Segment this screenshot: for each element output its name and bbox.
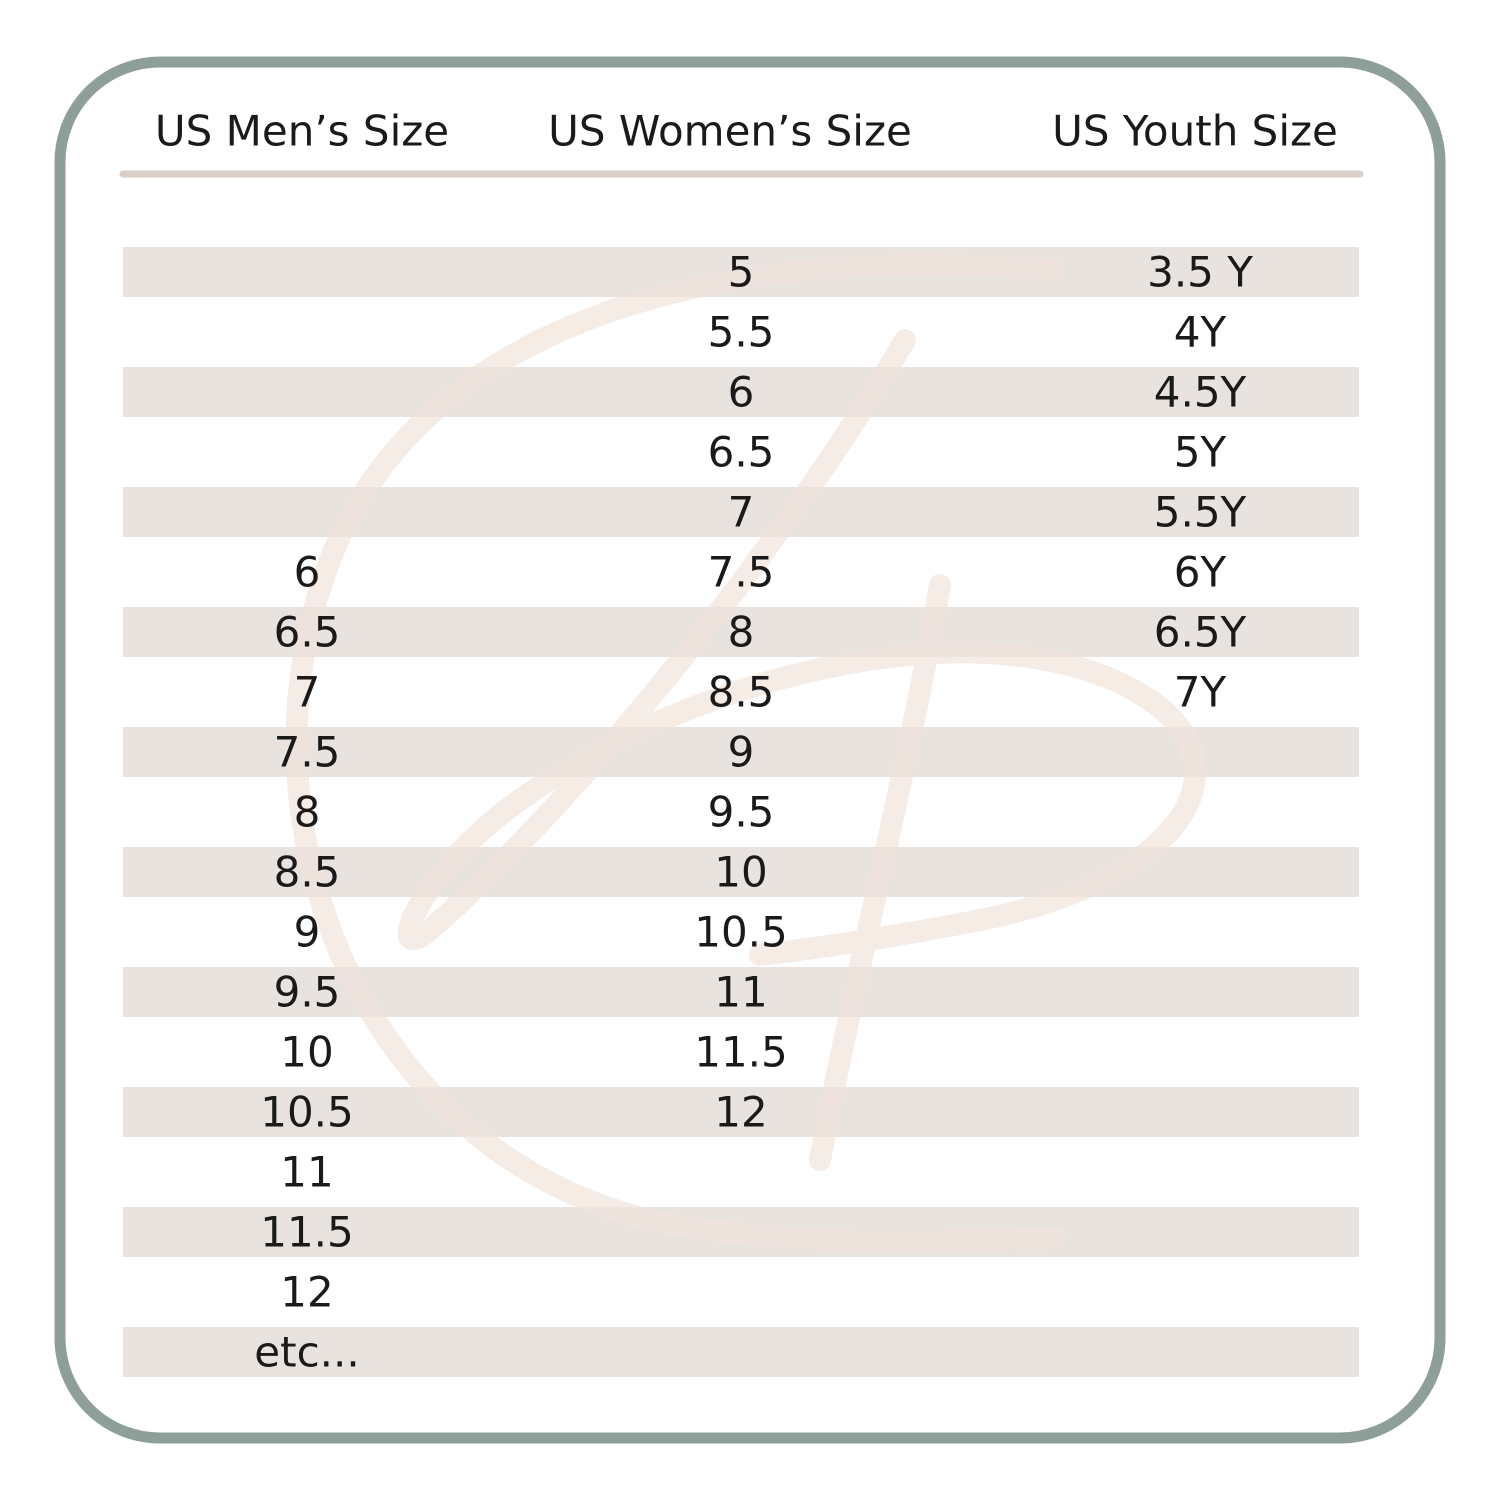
size-cell: 11.5 (694, 1028, 788, 1077)
size-cell: 11.5 (260, 1208, 354, 1257)
table-body: 5 3.5 Y 5.5 4Y 6 4.5Y 6.5 5Y 7 5.5Y 6 7.5 6Y 6.5 8 6.5Y… (254, 248, 1253, 1377)
watermark (285, 253, 1207, 1253)
size-cell: 6.5 (274, 608, 341, 657)
row-stripe (123, 1327, 1359, 1377)
size-cell: 10.5 (260, 1088, 354, 1137)
size-cell: 6Y (1174, 548, 1227, 597)
size-cell: 5Y (1174, 428, 1227, 477)
size-cell: 9 (728, 728, 755, 777)
size-cell: 8 (294, 788, 321, 837)
size-cell: 4Y (1174, 308, 1227, 357)
column-header: US Youth Size (1052, 107, 1338, 156)
size-cell: 12 (280, 1268, 333, 1317)
size-cell: etc... (254, 1328, 359, 1377)
size-cell: 9 (294, 908, 321, 957)
size-cell: 6.5 (708, 428, 775, 477)
size-cell: 8.5 (274, 848, 341, 897)
size-cell: 10 (280, 1028, 333, 1077)
size-cell: 4.5Y (1154, 368, 1247, 417)
size-cell: 9.5 (708, 788, 775, 837)
size-cell: 6 (294, 548, 321, 597)
size-cell: 7Y (1174, 668, 1227, 717)
size-cell: 12 (714, 1088, 767, 1137)
size-cell: 5.5Y (1154, 488, 1247, 537)
row-stripe (123, 487, 1359, 537)
size-cell: 8 (728, 608, 755, 657)
size-cell: 7.5 (708, 548, 775, 597)
size-cell: 9.5 (274, 968, 341, 1017)
size-cell: 7 (294, 668, 321, 717)
size-cell: 6.5Y (1154, 608, 1247, 657)
size-cell: 10 (714, 848, 767, 897)
stripes (123, 247, 1359, 1377)
size-cell: 8.5 (708, 668, 775, 717)
column-header: US Men’s Size (155, 107, 449, 156)
size-cell: 11 (714, 968, 767, 1017)
row-stripe (123, 727, 1359, 777)
size-cell: 3.5 Y (1147, 248, 1253, 297)
size-cell: 6 (728, 368, 755, 417)
row-stripe (123, 1087, 1359, 1137)
row-stripe (123, 967, 1359, 1017)
size-cell: 7 (728, 488, 755, 537)
size-cell: 11 (280, 1148, 333, 1197)
size-cell: 5 (728, 248, 755, 297)
size-cell: 5.5 (708, 308, 775, 357)
size-cell: 7.5 (274, 728, 341, 777)
row-stripe (123, 607, 1359, 657)
column-header: US Women’s Size (548, 107, 912, 156)
row-stripe (123, 367, 1359, 417)
size-cell: 10.5 (694, 908, 788, 957)
